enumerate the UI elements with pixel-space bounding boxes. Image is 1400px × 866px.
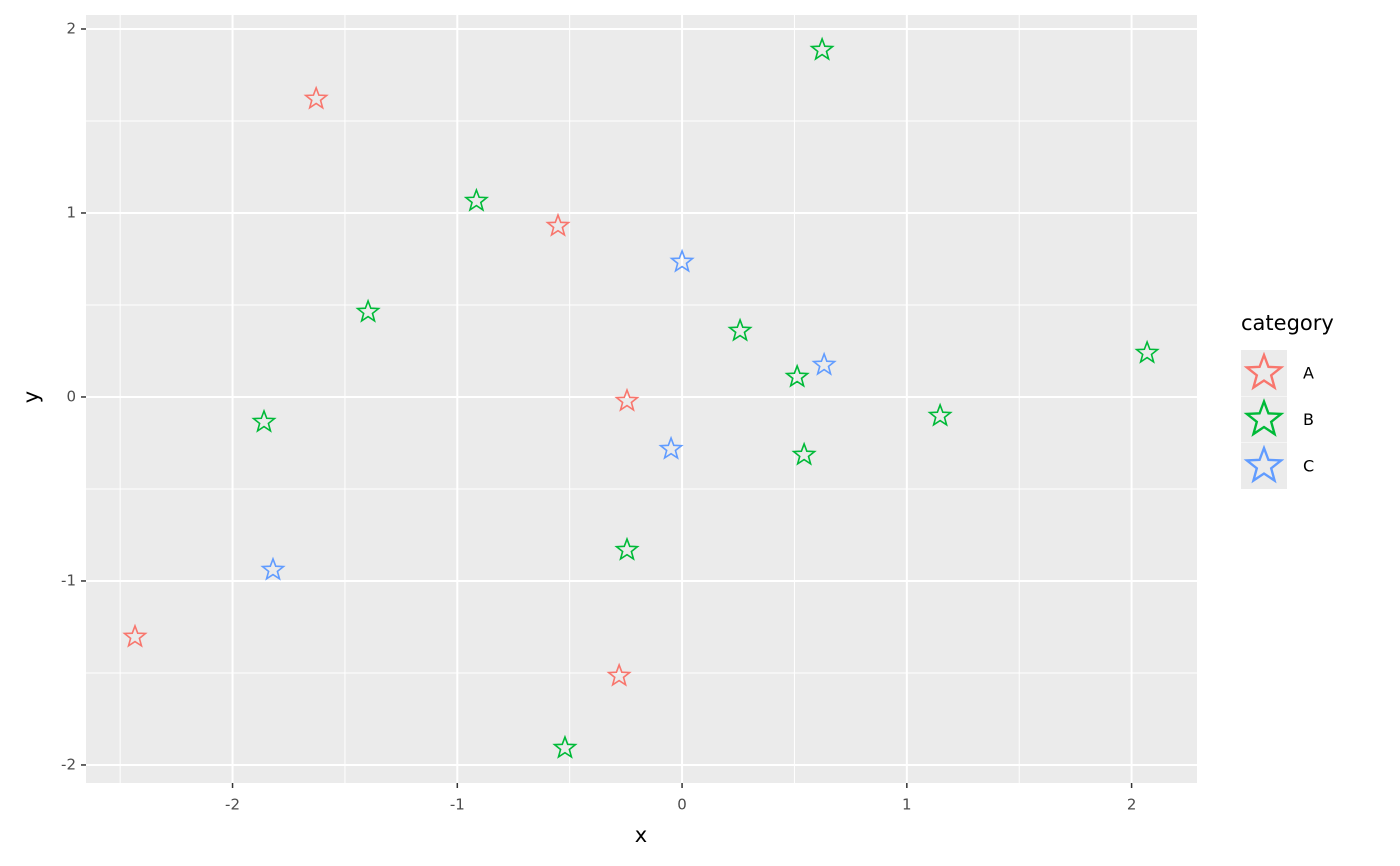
y-tick-label: 1 — [66, 203, 76, 221]
point — [355, 298, 381, 323]
point — [614, 536, 640, 561]
legend-label: A — [1303, 364, 1314, 383]
point — [927, 402, 953, 427]
y-tick-label: 0 — [66, 387, 76, 405]
legend-label: C — [1303, 457, 1314, 476]
point — [122, 623, 148, 648]
point — [606, 662, 632, 687]
point — [811, 351, 837, 376]
legend-symbol — [1243, 351, 1285, 391]
x-tick-label: 2 — [1127, 796, 1137, 814]
y-tick-label: 2 — [66, 19, 76, 37]
point — [545, 212, 571, 237]
point — [784, 363, 810, 388]
point — [303, 85, 329, 110]
y-axis-title: y — [19, 391, 43, 403]
point — [727, 317, 753, 342]
legend-symbol — [1243, 444, 1285, 484]
legend-title: category — [1241, 311, 1334, 335]
point — [658, 435, 684, 460]
x-tick-label: -2 — [225, 796, 240, 814]
y-tick-label: -2 — [61, 755, 76, 773]
point — [614, 387, 640, 412]
legend-label: B — [1303, 410, 1314, 429]
point — [260, 556, 286, 581]
panel — [86, 15, 1197, 783]
point — [669, 248, 695, 273]
point — [552, 734, 578, 759]
point — [463, 187, 490, 212]
point — [1134, 339, 1160, 364]
legend-symbol — [1243, 398, 1285, 437]
point — [791, 441, 817, 466]
point — [809, 36, 835, 61]
point — [251, 408, 277, 433]
x-tick-label: 1 — [902, 796, 912, 814]
x-axis-title: x — [635, 823, 647, 847]
x-tick-label: 0 — [677, 796, 687, 814]
x-tick-label: -1 — [450, 796, 465, 814]
y-tick-label: -1 — [61, 571, 76, 589]
